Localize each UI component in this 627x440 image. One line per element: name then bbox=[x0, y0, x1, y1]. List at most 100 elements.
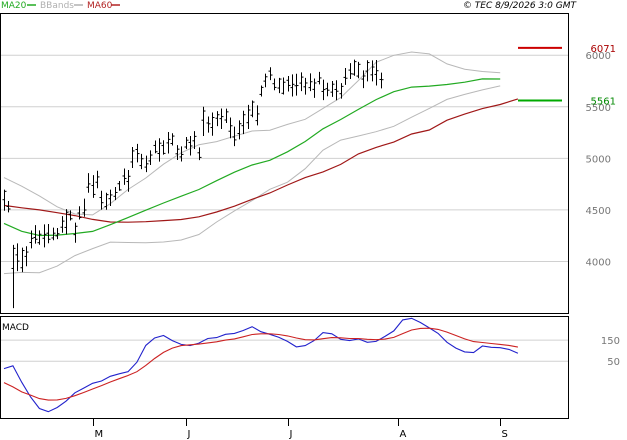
ohlc-bar bbox=[95, 170, 100, 189]
price-panel: 4000 4500 5000 5500 6000 6071 5561 bbox=[0, 13, 616, 314]
ohlc-bar bbox=[330, 81, 335, 97]
ohlc-bar bbox=[232, 126, 237, 147]
ohlc-bar bbox=[339, 83, 344, 99]
ohlc-bar bbox=[64, 209, 69, 235]
ohlc-bar bbox=[299, 72, 304, 92]
macd-line bbox=[3, 317, 519, 413]
ohlc-bar bbox=[51, 227, 56, 241]
ohlc-bar bbox=[255, 105, 260, 126]
ohlc-bar bbox=[139, 153, 144, 170]
bb-lower-line bbox=[3, 85, 501, 275]
ohlc-bar bbox=[113, 187, 118, 201]
ohlc-bar bbox=[24, 246, 29, 267]
ohlc-bar bbox=[2, 189, 7, 211]
ohlc-bar bbox=[290, 74, 295, 97]
ohlc-bar bbox=[135, 143, 140, 163]
macd-lines bbox=[3, 317, 519, 413]
ohlc-bar bbox=[352, 59, 357, 76]
ohlc-bar bbox=[68, 210, 73, 221]
ohlc-bar bbox=[228, 117, 233, 139]
ohlc-bar bbox=[11, 244, 16, 309]
price-axis: 4000 4500 5000 5500 6000 bbox=[586, 51, 611, 268]
x-tick-label: J bbox=[289, 429, 293, 440]
macd-tick-label: 50 bbox=[607, 357, 620, 368]
ohlc-bar bbox=[197, 147, 202, 161]
ohlc-bar bbox=[379, 72, 384, 89]
legend-ma60: MA60 bbox=[87, 1, 113, 11]
macd-axis: 50 150 bbox=[601, 336, 620, 368]
ohlc-bar bbox=[294, 73, 299, 96]
ohlc-bar bbox=[246, 104, 251, 129]
ohlc-bar bbox=[263, 73, 268, 88]
x-tick-label: A bbox=[400, 429, 407, 440]
ohlc-bar bbox=[161, 140, 166, 155]
macd-signal-line bbox=[3, 327, 519, 401]
macd-title: MACD bbox=[2, 323, 29, 333]
ohlc-bar bbox=[166, 132, 171, 154]
price-markers: 6071 5561 bbox=[518, 44, 616, 108]
ma20-line bbox=[3, 78, 501, 237]
ohlc-bar bbox=[184, 137, 189, 150]
legend-ma20: MA20 bbox=[1, 1, 27, 11]
ohlc-bar bbox=[179, 146, 184, 162]
ohlc-bar bbox=[144, 155, 149, 173]
ohlc-bar bbox=[37, 230, 42, 245]
ohlc-bar bbox=[6, 201, 11, 213]
legend-bbands: BBands bbox=[40, 1, 74, 11]
ohlc-bar bbox=[334, 80, 339, 101]
macd-panel: MACD 50 150 bbox=[0, 316, 620, 419]
ohlc-bar bbox=[312, 78, 317, 98]
ohlc-bar bbox=[308, 73, 313, 92]
ohlc-bar bbox=[321, 79, 326, 101]
ohlc-bar bbox=[325, 82, 330, 97]
ohlc-bar bbox=[77, 206, 82, 220]
ohlc-bar bbox=[215, 111, 220, 127]
ohlc-bar bbox=[157, 138, 162, 162]
x-tick-label: M bbox=[95, 429, 104, 440]
price-tick-label: 4000 bbox=[586, 257, 611, 268]
ohlc-bar bbox=[210, 112, 215, 136]
ohlc-bar bbox=[286, 75, 291, 92]
ohlc-bar bbox=[15, 243, 20, 272]
ohlc-bar bbox=[117, 181, 122, 191]
ohlc-bar bbox=[91, 175, 96, 198]
ohlc-bar bbox=[224, 108, 229, 123]
ohlc-bar bbox=[153, 140, 158, 154]
ohlc-bar bbox=[241, 110, 246, 135]
ohlc-bar bbox=[60, 216, 65, 233]
ohlc-bar bbox=[317, 71, 322, 85]
price-tick-label: 5500 bbox=[586, 103, 611, 114]
ohlc-bar bbox=[188, 135, 193, 156]
ohlc-bar bbox=[170, 133, 175, 146]
macd-panel-frame bbox=[0, 316, 569, 419]
ma60-line bbox=[3, 98, 519, 223]
ohlc-bar bbox=[370, 60, 375, 82]
ohlc-bar bbox=[303, 77, 308, 95]
ohlc-bar bbox=[20, 247, 25, 273]
macd-tick-label: 150 bbox=[601, 336, 620, 347]
ohlc-bar bbox=[356, 61, 361, 79]
legend: MA20 BBands MA60 bbox=[1, 1, 120, 11]
x-tick-label: J bbox=[187, 429, 191, 440]
ohlc-bar bbox=[42, 224, 47, 248]
price-panel-frame bbox=[0, 13, 569, 314]
ohlc-bar bbox=[33, 225, 38, 244]
ohlc-bar bbox=[82, 198, 87, 217]
ohlc-bar bbox=[365, 60, 370, 82]
moving-averages bbox=[3, 78, 519, 237]
price-tick-label: 6000 bbox=[586, 51, 611, 62]
ohlc-bar bbox=[281, 77, 286, 95]
ohlc-bar bbox=[268, 67, 273, 81]
ohlc-bar bbox=[272, 78, 277, 91]
ohlc-bar bbox=[46, 224, 51, 244]
ohlc-bar bbox=[126, 169, 131, 192]
ohlc-bars bbox=[2, 59, 384, 309]
bb-upper-line bbox=[3, 51, 501, 216]
ohlc-bar bbox=[104, 192, 109, 210]
ohlc-bar bbox=[29, 230, 34, 249]
ohlc-bar bbox=[206, 116, 211, 133]
ohlc-bar bbox=[259, 85, 264, 97]
